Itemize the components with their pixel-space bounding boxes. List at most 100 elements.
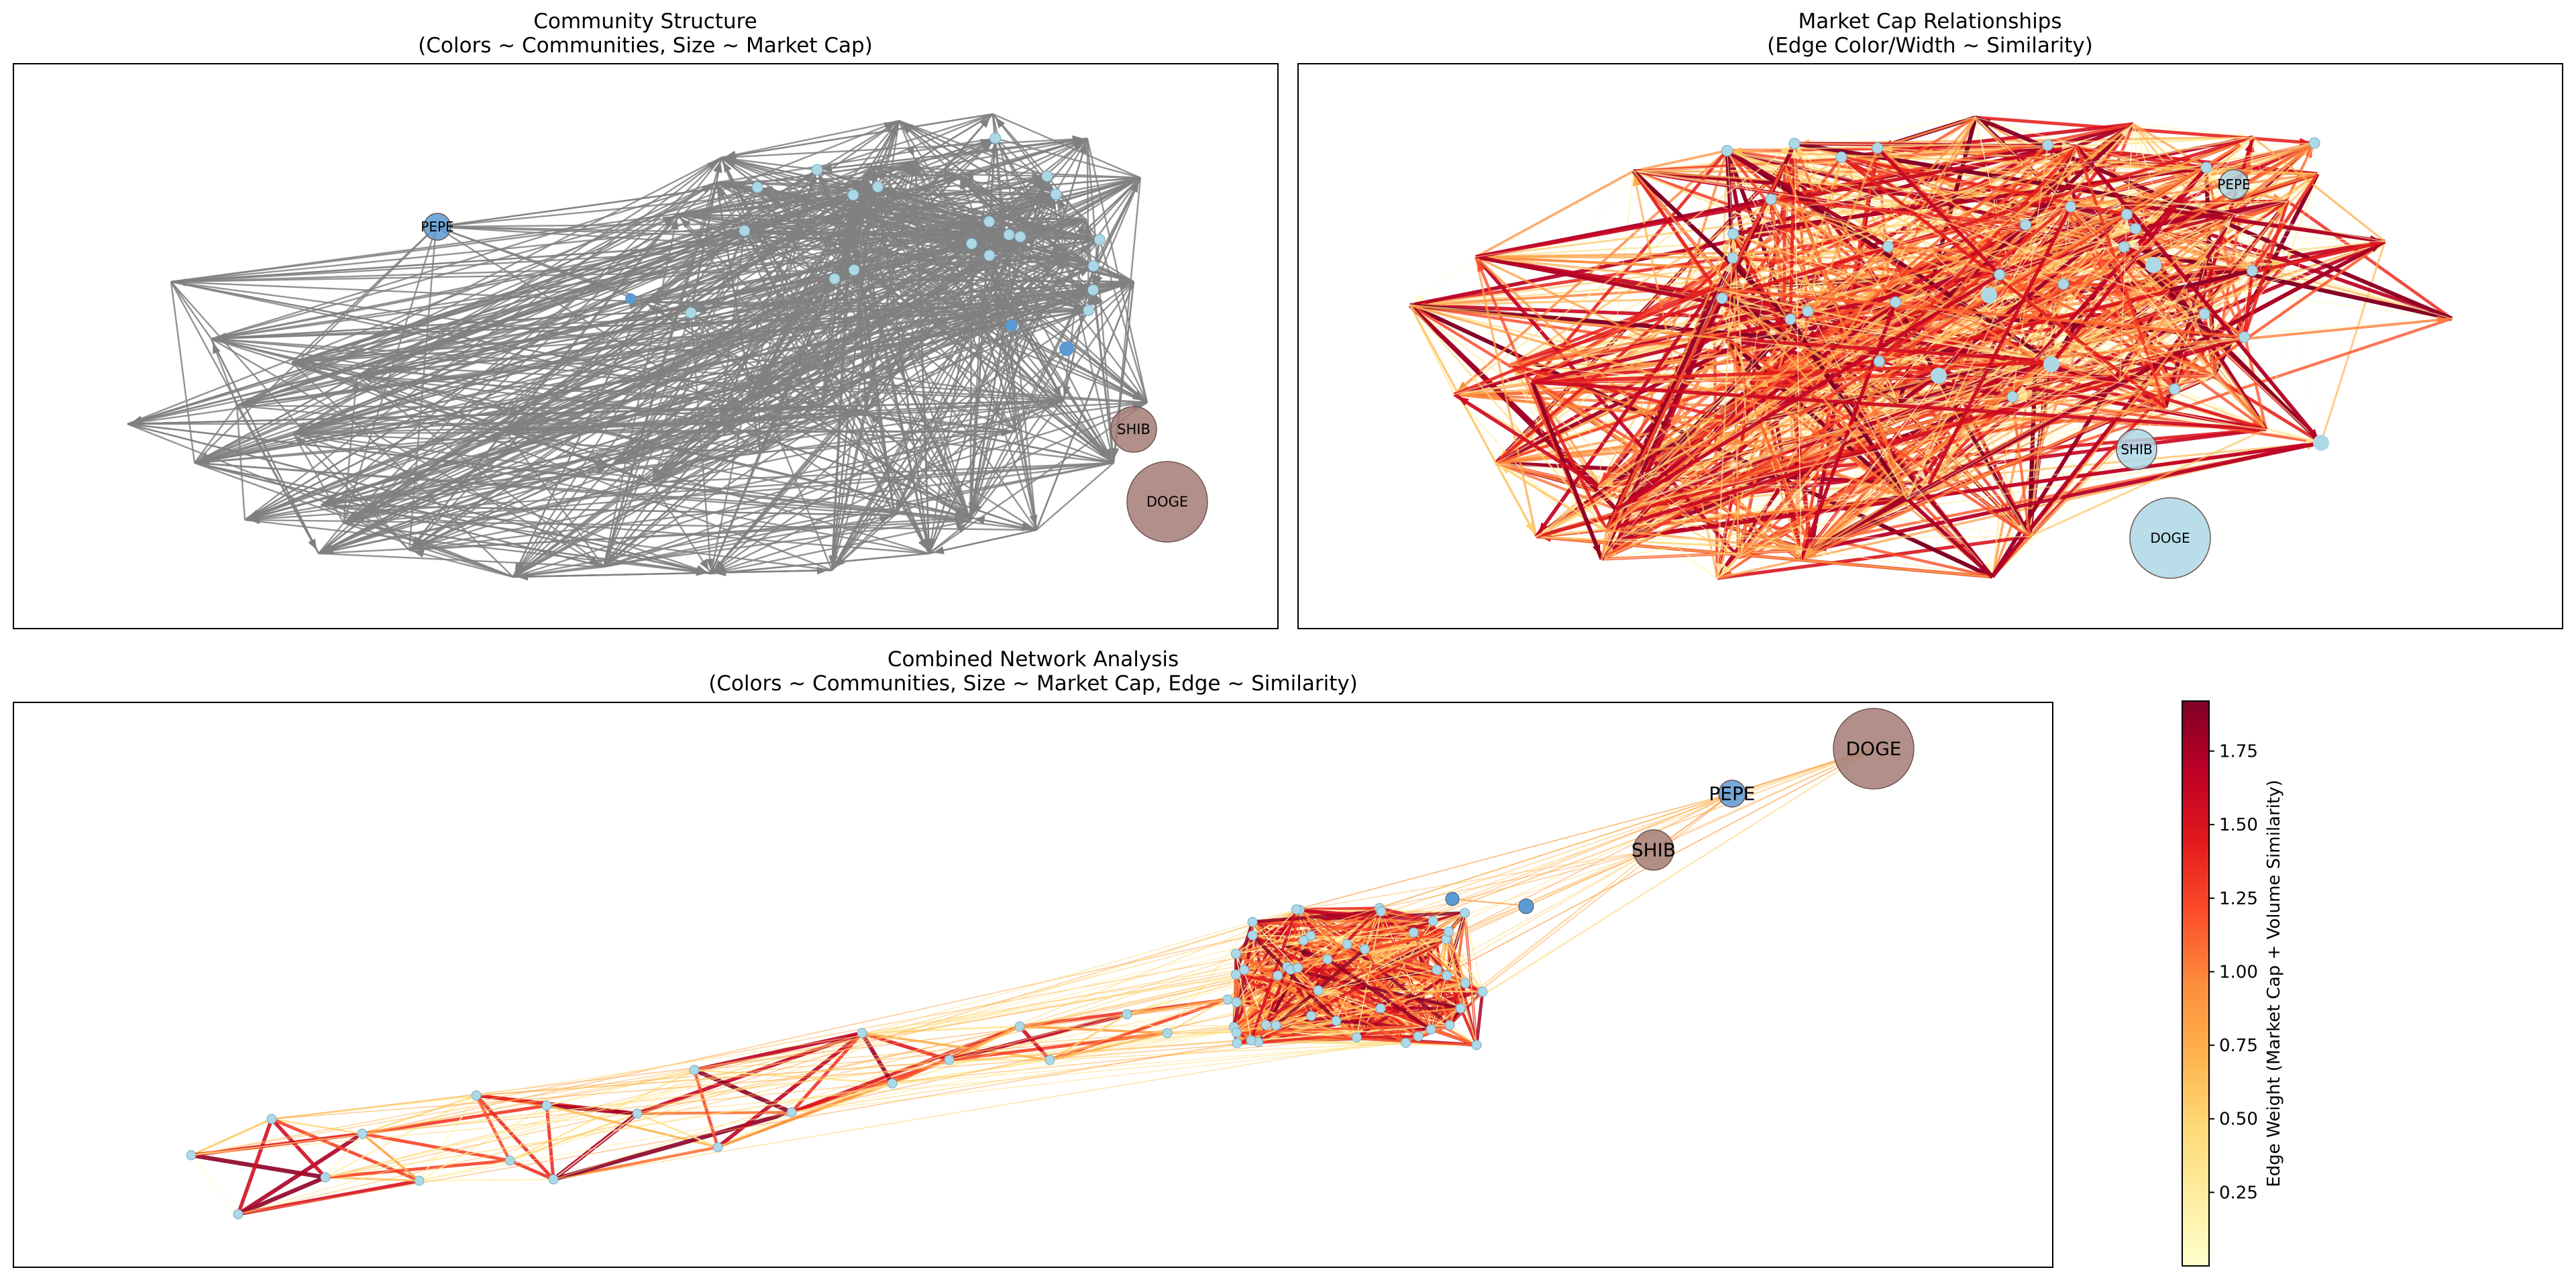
edge-arrowhead: [1046, 180, 1055, 192]
network-edge: [1927, 205, 2073, 486]
network-edge: [1633, 149, 1727, 172]
network-edge: [2075, 145, 2323, 444]
doge-node: [1126, 461, 1208, 543]
network-node: [357, 1128, 368, 1139]
network-edge: [821, 197, 851, 407]
network-edge: [2286, 200, 2453, 320]
network-edge: [1616, 240, 2385, 511]
network-node: [1331, 1016, 1342, 1026]
network-edge: [170, 186, 878, 283]
network-edge: [928, 529, 1037, 555]
network-edge: [1770, 198, 2037, 361]
network-edge: [325, 1176, 420, 1182]
network-edge: [244, 280, 1134, 521]
network-edge: [1453, 392, 1600, 488]
network-node: [1246, 1035, 1256, 1046]
network-edge: [509, 909, 1300, 1161]
network-edge: [1409, 304, 1813, 551]
pepe-node: [1718, 780, 1746, 808]
network-edge: [1277, 975, 1432, 1030]
network-edge: [211, 337, 1148, 404]
network-node: [625, 293, 636, 304]
doge-label: DOGE: [1146, 494, 1188, 510]
network-node: [2020, 219, 2032, 231]
network-edge: [1726, 150, 1909, 500]
network-edge: [915, 113, 994, 162]
network-edge: [1907, 270, 2253, 500]
network-edge: [1086, 138, 1148, 403]
network-edge: [651, 402, 746, 484]
network-node: [1247, 930, 1258, 941]
network-node: [1931, 368, 1947, 384]
network-edge: [1092, 177, 1142, 290]
panel-title-line2: (Edge Color/Width ~ Similarity): [1767, 34, 2093, 58]
network-edge: [710, 303, 1010, 574]
edge-arrowhead: [1079, 142, 1087, 154]
network-edge: [1019, 1025, 1168, 1034]
network-edge: [874, 166, 1114, 464]
network-edge: [1530, 381, 1604, 560]
network-edge: [1430, 849, 1654, 1030]
network-node: [1882, 241, 1894, 253]
network-edge: [852, 120, 900, 196]
network-edge: [1474, 256, 1538, 537]
edge-arrowhead: [1731, 147, 1742, 156]
network-edge: [2121, 201, 2385, 244]
network-node: [1260, 1020, 1271, 1030]
network-edge: [710, 400, 1064, 575]
network-edge: [1616, 358, 2036, 510]
network-edge: [822, 405, 1114, 464]
network-edge: [1895, 301, 2214, 376]
network-edge: [191, 1024, 1277, 1156]
network-edge: [1876, 146, 2001, 276]
edge-arrowhead: [932, 546, 945, 555]
network-edge: [236, 138, 1088, 407]
edge-arrowhead: [2128, 242, 2139, 251]
network-node: [1428, 916, 1438, 926]
network-edge: [1252, 920, 1434, 923]
network-edge: [509, 1069, 695, 1162]
network-edge: [509, 1105, 547, 1161]
network-edge: [191, 920, 1434, 1156]
network-edge: [191, 1042, 1406, 1156]
network-edge: [1631, 170, 1723, 299]
network-edge: [719, 233, 1010, 425]
network-edge: [757, 387, 833, 571]
network-edge: [989, 176, 1141, 256]
edge-arrowhead: [1603, 543, 1611, 555]
network-node: [1014, 231, 1026, 243]
network-edge: [1726, 149, 1890, 249]
network-edge: [1536, 535, 1812, 551]
edge-arrowhead: [2037, 358, 2049, 367]
network-edge: [343, 522, 514, 578]
network-node: [1122, 1009, 1132, 1020]
network-node: [1444, 1020, 1455, 1030]
network-edge: [419, 1160, 511, 1181]
network-edge: [1752, 245, 2125, 390]
network-edge: [2063, 137, 2253, 285]
network-edge: [692, 1069, 720, 1148]
edge-arrowhead: [2016, 394, 2028, 403]
network-edge: [1417, 748, 1874, 1037]
network-edge: [474, 1094, 512, 1162]
network-edge: [720, 138, 1087, 159]
network-edge: [1801, 148, 1879, 341]
network-edge: [1998, 274, 2121, 382]
network-edge: [1801, 388, 2176, 561]
network-edge: [969, 313, 982, 518]
network-edge: [1618, 536, 2030, 540]
network-edge: [1794, 117, 1976, 144]
network-edge: [971, 243, 1148, 403]
network-node: [1322, 954, 1333, 965]
network-edge: [720, 423, 1037, 531]
network-edge: [1495, 309, 1809, 465]
network-edge: [513, 569, 833, 578]
network-node: [1432, 965, 1442, 975]
network-edge: [1099, 239, 1148, 403]
network-edge: [1299, 849, 1654, 911]
network-edge: [343, 196, 851, 524]
network-edge: [2029, 336, 2245, 358]
network-edge: [1252, 910, 1382, 924]
edge-arrowhead: [1978, 564, 1990, 574]
